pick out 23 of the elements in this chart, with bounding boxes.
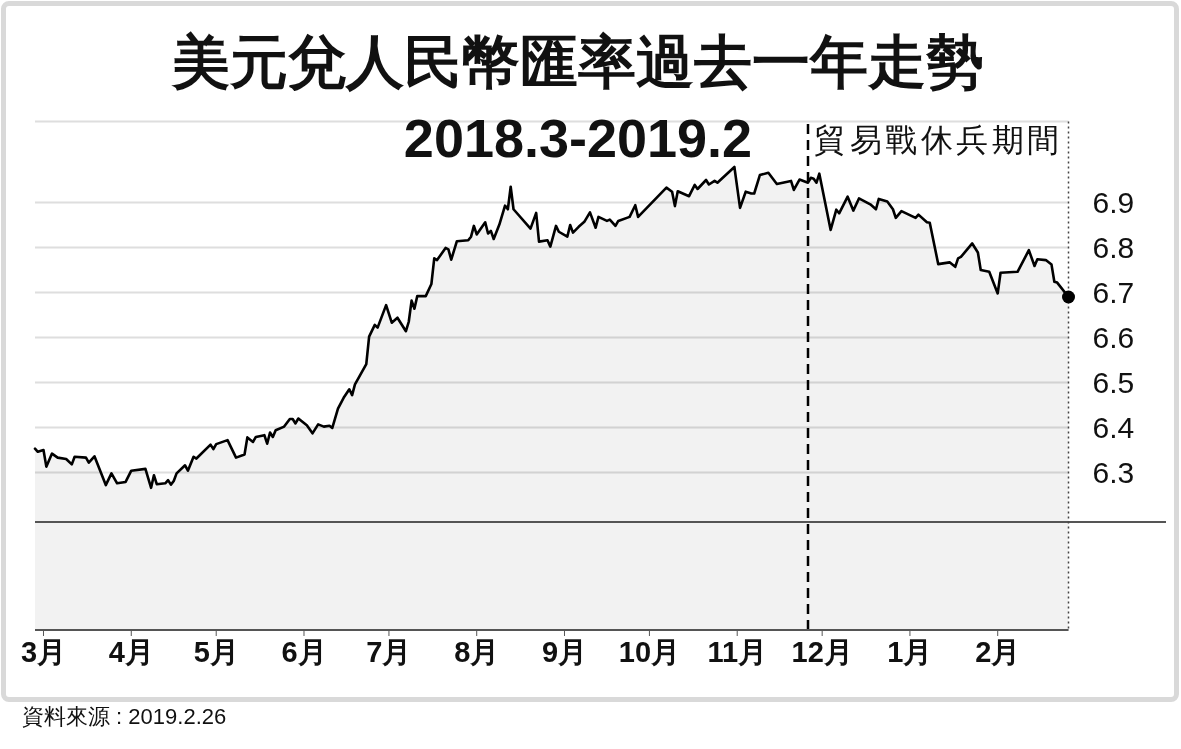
x-tick-label: 3月 xyxy=(20,635,67,668)
x-tick-label: 5月 xyxy=(193,635,239,668)
x-tick-label: 9月 xyxy=(541,635,588,668)
y-tick-label: 6.4 xyxy=(1092,411,1135,445)
x-tick-label: 1月 xyxy=(887,635,933,668)
x-tick-label: 7月 xyxy=(366,635,412,668)
y-tick-label: 6.6 xyxy=(1092,321,1135,355)
chart-title: 美元兌人民幣匯率過去一年走勢 xyxy=(170,29,985,94)
y-tick-label: 6.3 xyxy=(1092,456,1135,490)
x-tick-label: 8月 xyxy=(454,635,500,668)
y-tick-label: 6.9 xyxy=(1092,186,1135,220)
ref-line-label: 貿易戰休兵期間 xyxy=(814,121,1063,158)
x-tick-label: 12月 xyxy=(791,635,853,668)
x-tick-label: 4月 xyxy=(108,635,154,668)
x-tick-label: 6月 xyxy=(281,635,327,668)
y-tick-label: 6.7 xyxy=(1092,276,1135,310)
y-tick-label: 6.8 xyxy=(1092,231,1135,265)
y-tick-label: 6.5 xyxy=(1092,366,1135,400)
x-tick-label: 11月 xyxy=(707,635,768,668)
chart-subtitle: 2018.3-2019.2 xyxy=(403,108,753,168)
source-note: 資料來源 : 2019.2.26 xyxy=(22,704,227,730)
x-tick-label: 2月 xyxy=(975,635,1021,668)
x-tick-label: 10月 xyxy=(618,635,681,668)
